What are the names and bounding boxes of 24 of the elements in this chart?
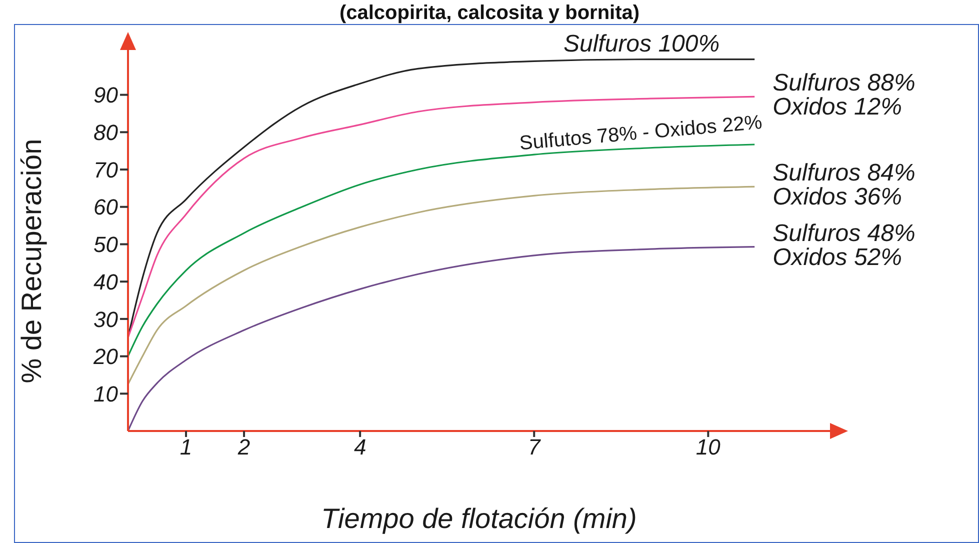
series-label: Sulfuros 88% Oxidos 12% bbox=[772, 70, 916, 121]
x-tick-label: 4 bbox=[354, 434, 366, 460]
y-tick-label: 70 bbox=[94, 157, 119, 182]
x-tick-label: 7 bbox=[528, 434, 541, 460]
y-tick-label: 20 bbox=[92, 344, 119, 370]
series-label: Sulfutos 78% - Oxidos 22% bbox=[518, 112, 764, 155]
x-tick-label: 10 bbox=[696, 434, 722, 460]
x-tick-label: 2 bbox=[236, 434, 250, 460]
series-label: Sulfuros 84% Oxidos 36% bbox=[772, 160, 916, 211]
y-tick-label: 50 bbox=[94, 232, 119, 258]
chart-title: (calcopirita, calcosita y bornita) bbox=[338, 2, 641, 25]
x-tick-label: 1 bbox=[180, 434, 192, 460]
y-axis-title: % de Recuperación bbox=[16, 138, 48, 383]
series-label: Sulfuros 100% bbox=[563, 30, 720, 58]
y-tick-label: 60 bbox=[94, 194, 119, 220]
series-label: Sulfuros 48% Oxidos 52% bbox=[772, 220, 916, 271]
y-tick-label: 90 bbox=[94, 82, 119, 108]
y-tick-label: 80 bbox=[94, 120, 119, 145]
line-series bbox=[128, 186, 756, 386]
y-tick-label: 10 bbox=[94, 381, 119, 406]
y-tick-label: 40 bbox=[94, 269, 119, 294]
y-tick-label: 30 bbox=[94, 306, 119, 332]
line-series bbox=[128, 246, 756, 431]
x-axis-title: Tiempo de flotación (min) bbox=[320, 503, 638, 535]
